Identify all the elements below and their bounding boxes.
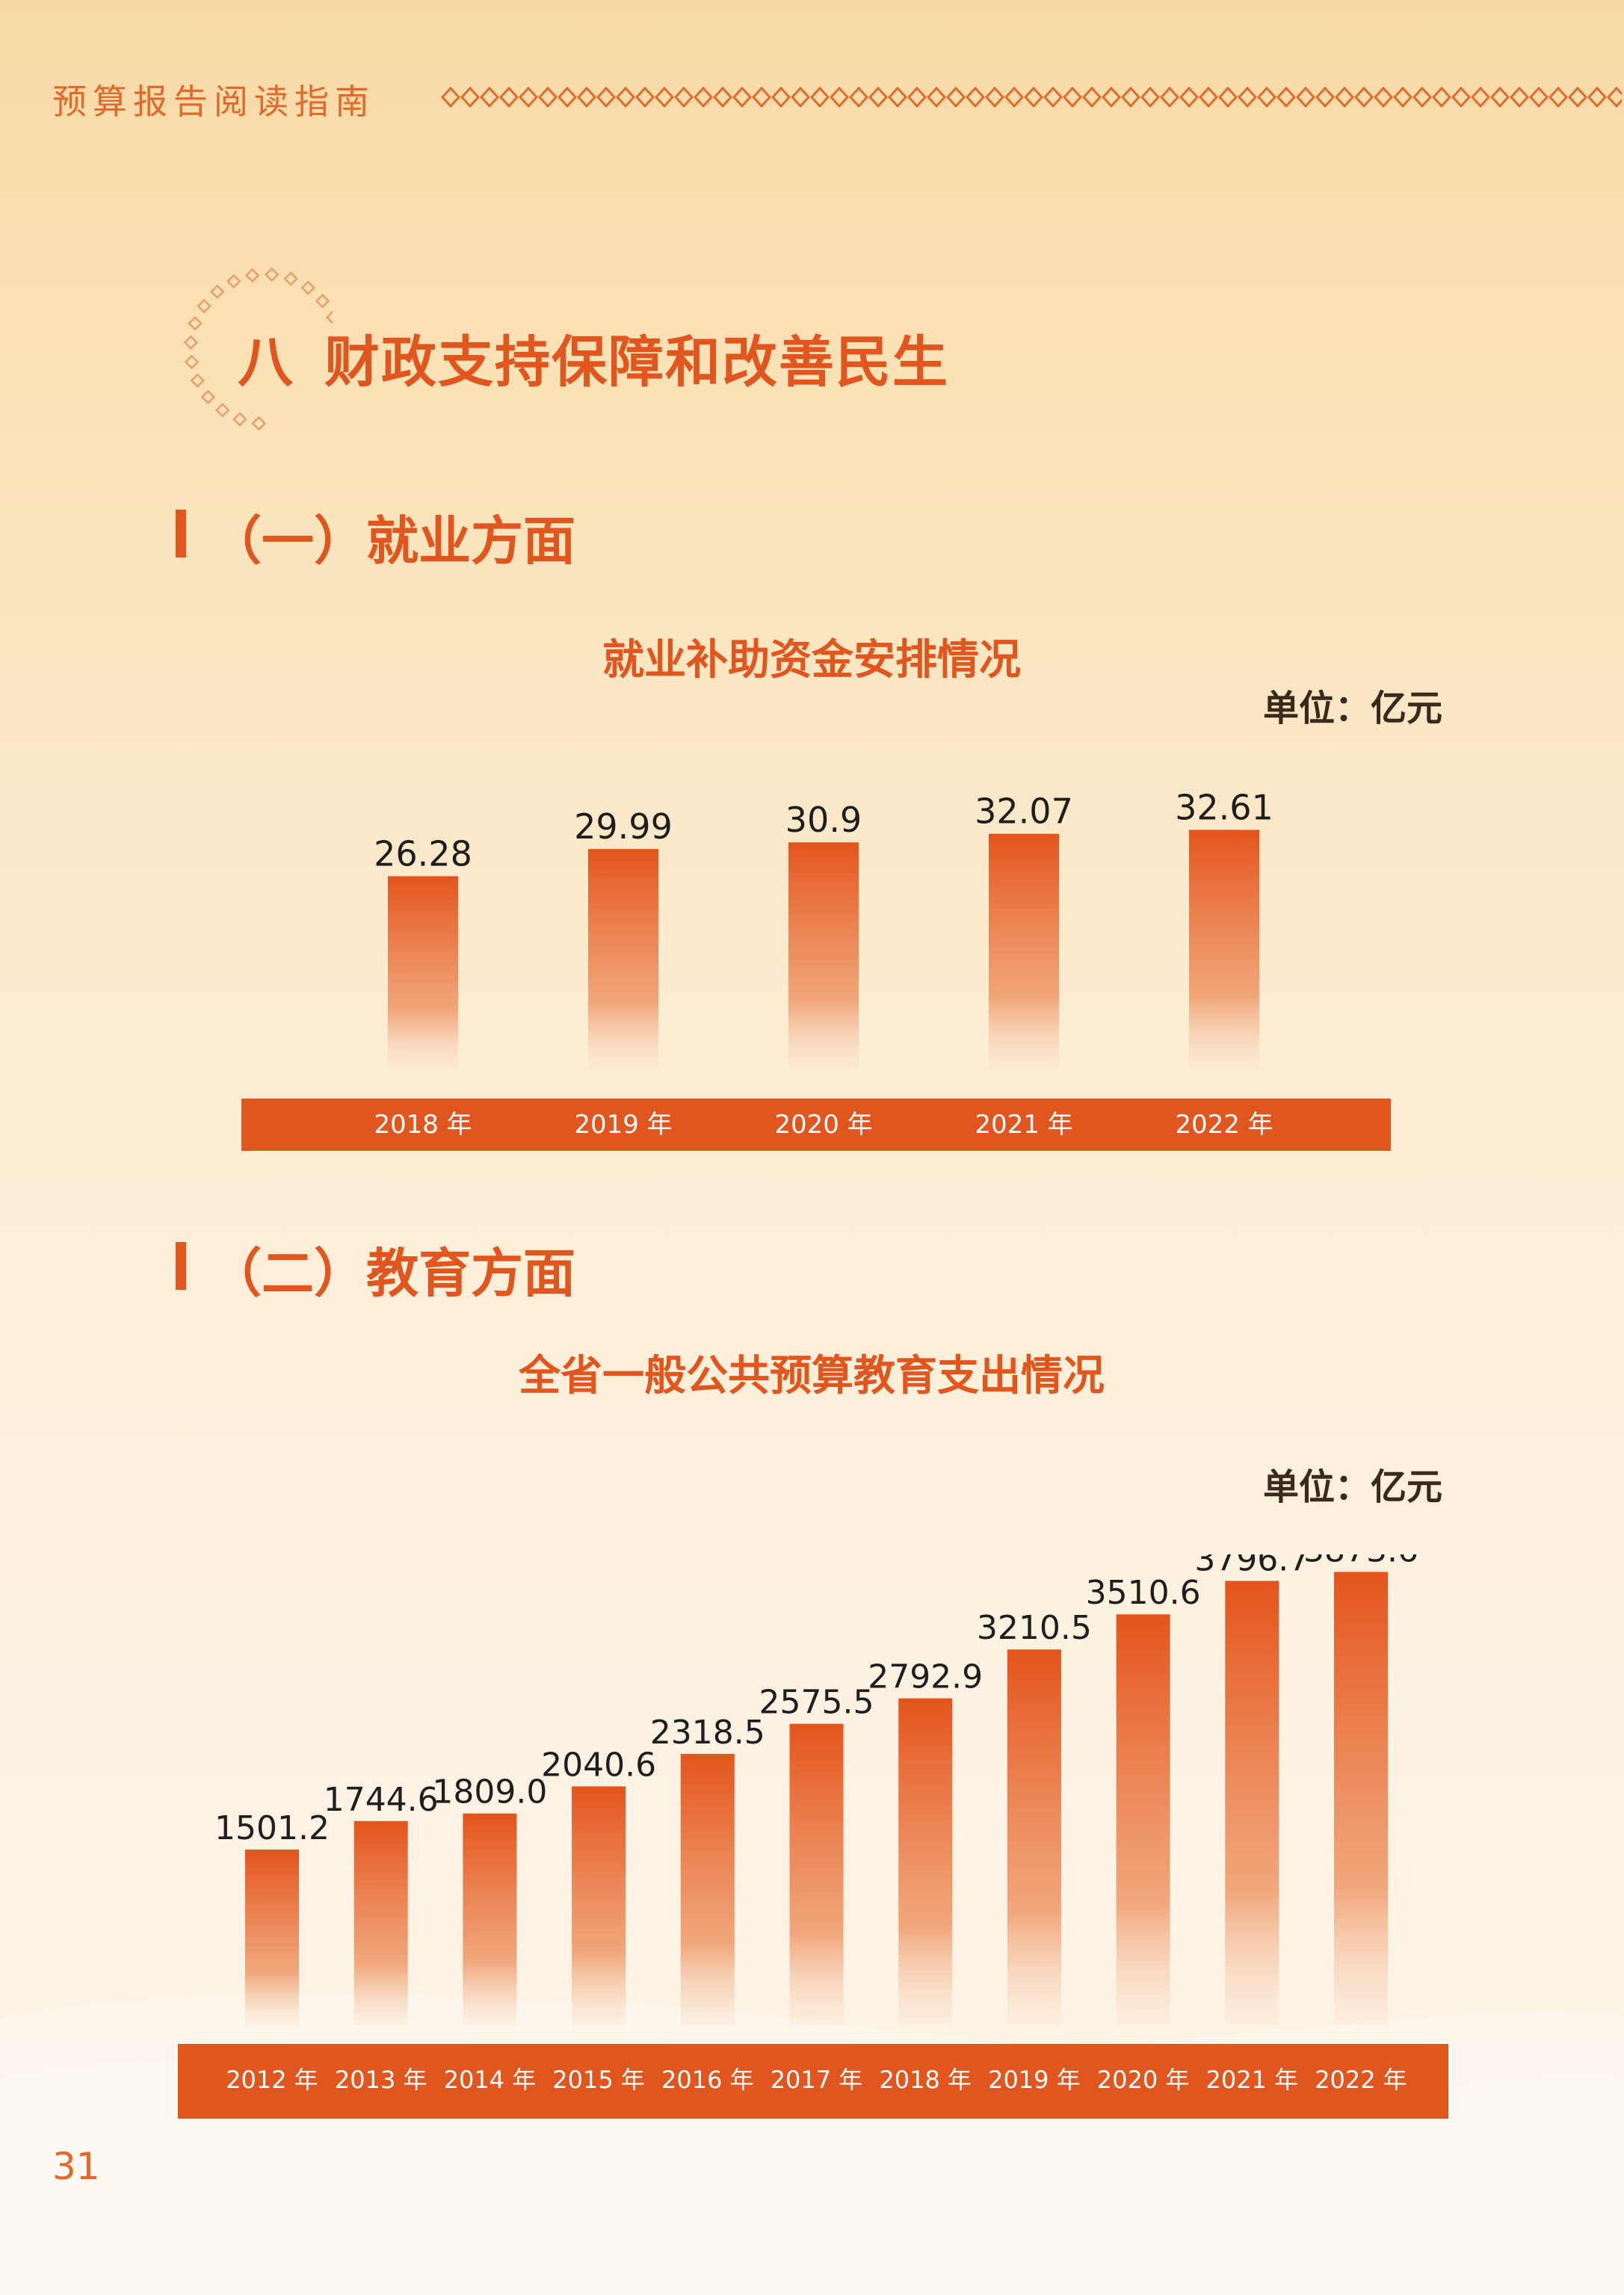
bar xyxy=(1116,1614,1170,2025)
data-label: 2040.6 xyxy=(541,1746,656,1784)
section-title: 八财政支持保障和改善民生 xyxy=(238,318,949,398)
chart-title-employment: 就业补助资金安排情况 xyxy=(602,636,1021,685)
data-label: 32.61 xyxy=(1175,787,1273,827)
bar xyxy=(572,1786,626,2025)
section-number: 八 xyxy=(238,330,294,395)
bar xyxy=(989,833,1059,1069)
data-label: 26.28 xyxy=(374,833,472,874)
data-label: 3510.6 xyxy=(1086,1574,1201,1612)
bar xyxy=(1189,830,1259,1069)
bar xyxy=(245,1849,299,2025)
data-label: 2318.5 xyxy=(650,1714,765,1752)
category-label: 2021 年 xyxy=(1205,2066,1298,2094)
category-label: 2021 年 xyxy=(975,1110,1072,1140)
subsection-heading-employment: （一）就业方面 xyxy=(209,510,575,572)
page-number: 31 xyxy=(52,2145,100,2188)
bar xyxy=(1334,1572,1388,2025)
bar xyxy=(788,842,859,1069)
category-label: 2019 年 xyxy=(574,1110,672,1140)
bar xyxy=(1225,1581,1279,2025)
subsection-bar-2 xyxy=(176,1242,186,1290)
data-label: 2575.5 xyxy=(759,1684,874,1722)
bar xyxy=(898,1698,953,2025)
category-label: 2020 年 xyxy=(774,1110,872,1140)
category-label: 2015 年 xyxy=(552,2066,645,2094)
section-ornament-icon xyxy=(183,267,333,431)
bar xyxy=(388,876,458,1069)
education-bar-chart: 1501.2 2012 年 1744.6 2013 年 1809.0 2014 年 2040… xyxy=(214,1554,1418,2094)
bar xyxy=(789,1723,844,2025)
data-label: 29.99 xyxy=(574,806,673,847)
category-label: 2014 年 xyxy=(444,2066,537,2094)
category-label: 2017 年 xyxy=(771,2066,863,2094)
category-label: 2013 年 xyxy=(335,2066,427,2094)
category-label: 2022 年 xyxy=(1315,2066,1407,2094)
data-label: 1809.0 xyxy=(432,1773,547,1811)
category-label: 2012 年 xyxy=(226,2066,318,2094)
category-label: 2018 年 xyxy=(374,1110,472,1140)
data-label: 32.07 xyxy=(975,791,1073,832)
category-label: 2016 年 xyxy=(661,2066,754,2094)
unit-label-education: 单位：亿元 xyxy=(1263,1466,1443,1508)
data-label: 2792.9 xyxy=(868,1658,983,1696)
employment-bar-chart: 26.28 2018 年 29.99 2019 年 30.9 2020 年 32.07 202… xyxy=(374,787,1273,1140)
chart-title-education: 全省一般公共预算教育支出情况 xyxy=(519,1352,1105,1400)
subsection-heading-education: （二）教育方面 xyxy=(209,1243,575,1304)
data-label: 3796.7 xyxy=(1194,1554,1309,1578)
bar xyxy=(1007,1649,1061,2025)
data-label: 1744.6 xyxy=(324,1781,439,1819)
bar xyxy=(680,1753,735,2025)
subsection-bar-1 xyxy=(176,510,186,557)
category-band-employment xyxy=(241,1099,1391,1151)
category-band-education xyxy=(178,2044,1448,2119)
bar xyxy=(463,1813,517,2025)
data-label: 3210.5 xyxy=(977,1609,1092,1647)
data-label: 30.9 xyxy=(785,800,862,840)
unit-label-employment: 单位：亿元 xyxy=(1263,688,1443,729)
category-label: 2020 年 xyxy=(1097,2066,1190,2094)
category-label: 2022 年 xyxy=(1175,1110,1273,1140)
category-label: 2018 年 xyxy=(879,2066,972,2094)
data-label: 1501.2 xyxy=(214,1809,330,1847)
diamond-border-decoration xyxy=(441,84,1622,111)
category-label: 2019 年 xyxy=(988,2066,1081,2094)
data-label: 3873.6 xyxy=(1303,1554,1418,1569)
bar xyxy=(588,849,658,1069)
section-title-text: 财政支持保障和改善民生 xyxy=(324,330,949,395)
bar xyxy=(353,1820,408,2025)
running-header: 预算报告阅读指南 xyxy=(52,81,375,122)
